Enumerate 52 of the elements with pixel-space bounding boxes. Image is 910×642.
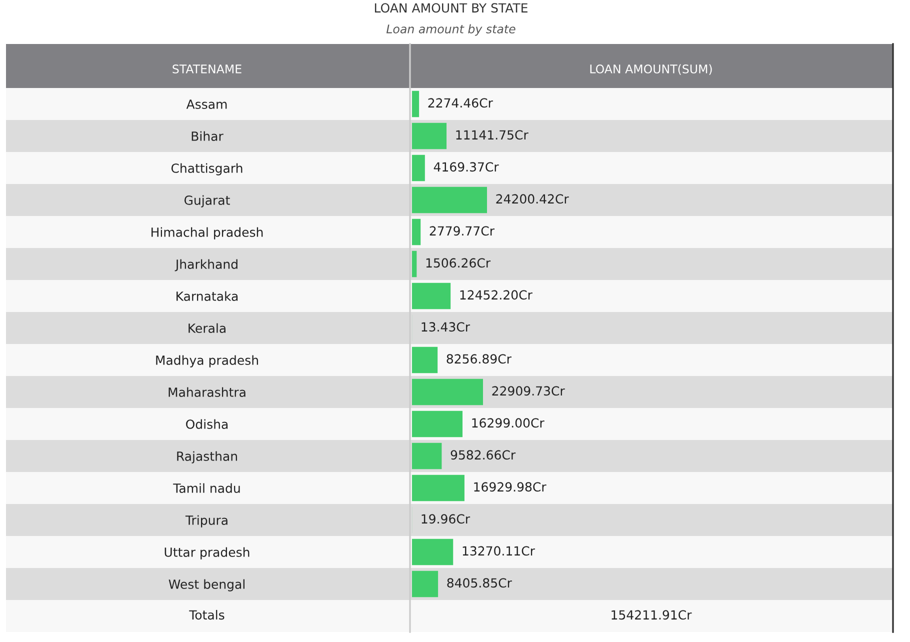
y-tick-label: Kerala — [188, 323, 226, 333]
y-tick-label: Odisha — [186, 419, 228, 429]
y-tick-label: Chattisgarh — [171, 163, 242, 176]
data-label: 8256.89Cr — [446, 354, 512, 364]
data-label: 9582.66Cr — [450, 450, 516, 460]
bar — [412, 186, 487, 214]
y-tick-label: Maharashtra — [168, 387, 246, 397]
data-label: 19.96Cr — [422, 514, 470, 524]
data-label: 4169.37Cr — [434, 162, 499, 172]
bar — [412, 410, 463, 438]
y-tick-label: Karnataka — [176, 291, 238, 301]
text: 154211.91Cr — [612, 610, 692, 620]
bar — [412, 442, 442, 470]
chart-subtitle: Loan amount by state — [386, 24, 516, 36]
y-tick-label: Bihar — [192, 131, 224, 141]
y-tick-label: Himachal pradesh — [152, 227, 263, 240]
data-label: 11141.75Cr — [456, 130, 528, 140]
y-tick-label: Madhya pradesh — [156, 355, 258, 368]
y-tick-label: Tripura — [185, 515, 228, 528]
bar — [412, 346, 438, 374]
bar — [412, 282, 451, 310]
data-label: 22909.73Cr — [492, 386, 565, 396]
data-label: 13.43Cr — [422, 322, 470, 332]
data-label: 2274.46Cr — [428, 98, 493, 108]
bar — [412, 122, 447, 150]
y-tick-label: West bengal — [168, 579, 244, 592]
bar — [412, 90, 420, 118]
y-tick-label: Uttar pradesh — [164, 547, 250, 560]
chart-title: LOAN AMOUNT BY STATE — [374, 3, 528, 13]
y-tick-label: Assam — [186, 100, 227, 109]
data-label: 16929.98Cr — [474, 482, 546, 492]
data-label: 16299.00Cr — [472, 418, 544, 428]
bar — [412, 154, 425, 182]
y-tick-label: Jharkhand — [174, 259, 238, 272]
text: Totals — [189, 610, 224, 620]
bar — [412, 570, 438, 598]
text: LOAN AMOUNT(SUM) — [590, 64, 712, 75]
data-label: 1506.26Cr — [426, 258, 491, 268]
data-label: 12452.20Cr — [460, 290, 532, 300]
y-axis-title: STATENAME — [172, 64, 242, 74]
data-label: 8405.85Cr — [447, 578, 512, 588]
bar — [412, 378, 483, 406]
y-tick-label: Gujarat — [184, 195, 230, 208]
data-label: 24200.42Cr — [496, 194, 569, 204]
y-tick-label: Rajasthan — [177, 451, 237, 464]
bar — [412, 538, 454, 566]
bar — [412, 474, 464, 502]
data-label: 13270.11Cr — [462, 546, 535, 556]
bar — [412, 250, 417, 278]
y-tick-label: Tamil nadu — [173, 483, 240, 493]
bar — [412, 218, 421, 246]
data-label: 2779.77Cr — [430, 226, 495, 236]
